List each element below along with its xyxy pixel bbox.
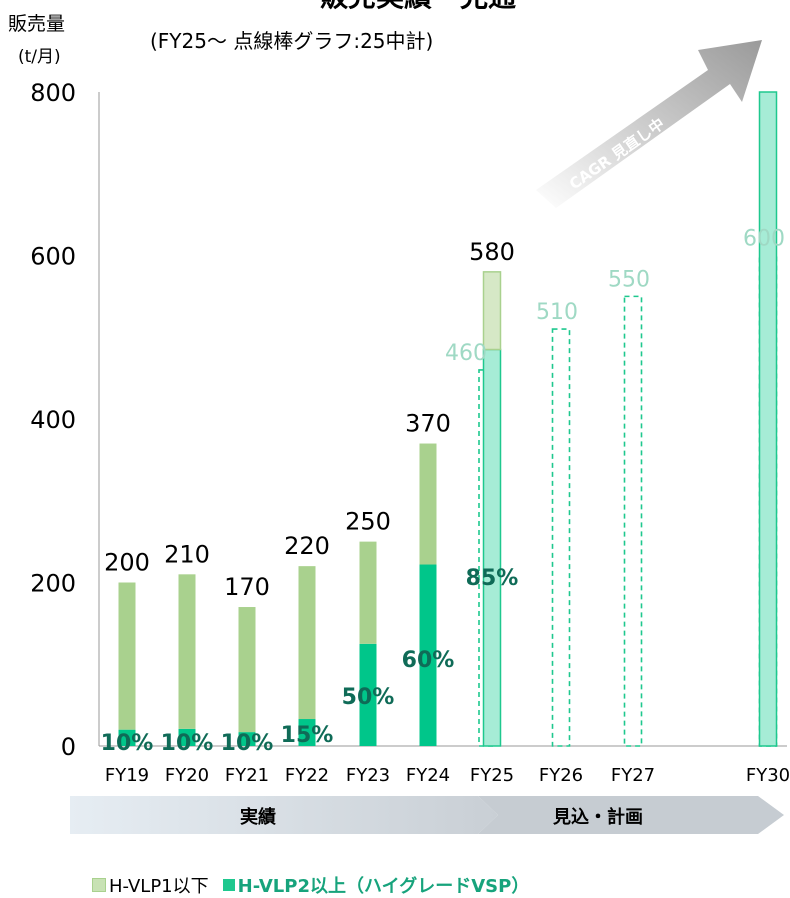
share-label-fy23: 50%	[342, 685, 395, 710]
y-tick-label: 800	[30, 79, 76, 107]
y-tick-label: 600	[30, 243, 76, 271]
bar-high-fy21	[238, 732, 256, 746]
bar-high-fy24	[419, 564, 437, 746]
plan-label-fy25: 460	[445, 341, 487, 366]
bar-low-fy19	[118, 582, 136, 730]
plan-bar-fy26	[551, 328, 571, 747]
legend-label-low: H-VLP1以下	[109, 876, 209, 897]
phase-actual-arrow	[70, 796, 498, 834]
total-label-fy19: 200	[104, 549, 150, 577]
share-label-fy21: 10%	[221, 731, 274, 756]
bar-low-fy25	[482, 271, 502, 351]
phase-plan-label: 見込・計画	[552, 806, 643, 828]
total-label-fy23: 250	[345, 508, 391, 536]
share-label-fy22: 15%	[281, 723, 334, 748]
x-tick-label: FY26	[539, 765, 583, 786]
x-tick-label: FY19	[105, 765, 149, 786]
y-tick-label: 0	[61, 733, 76, 761]
bar-low-fy20	[178, 574, 196, 729]
total-label-fy21: 170	[224, 573, 270, 601]
bar-low-fy21	[238, 607, 256, 733]
total-label-fy22: 220	[284, 532, 330, 560]
legend: H-VLP1以下 H-VLP2以上（ハイグレードVSP）	[92, 872, 529, 898]
total-label-fy20: 210	[164, 540, 210, 568]
cagr-arrow-shape	[536, 40, 762, 208]
bar-low-fy22	[298, 566, 316, 720]
bar-low-fy23	[359, 541, 377, 644]
y-tick-label: 400	[30, 406, 76, 434]
x-tick-label: FY30	[746, 765, 790, 786]
bar-high-fy30	[758, 91, 778, 747]
bar-high-fy25	[482, 348, 502, 747]
bar-high-fy20	[178, 728, 196, 746]
x-axis-labels: FY19 FY20 FY21 FY22 FY23 FY24 FY25 FY26 FY27 FY30	[105, 765, 790, 786]
x-tick-label: FY22	[285, 765, 329, 786]
chart-subtitle: (FY25～ 点線棒グラフ:25中計)	[150, 29, 433, 53]
total-label-fy25: 580	[469, 238, 515, 266]
plan-label-fy30: 600	[743, 227, 785, 252]
phase-band: 実績 見込・計画	[70, 796, 784, 834]
bar-high-fy19	[118, 729, 136, 746]
bar-high-fy22	[298, 719, 316, 746]
legend-label-high: H-VLP2以上（ハイグレードVSP）	[237, 876, 530, 897]
cagr-arrow: CAGR 見直し中	[536, 40, 762, 208]
plan-bar-fy27	[623, 295, 643, 747]
plan-label-fy26: 510	[536, 300, 578, 325]
legend-swatch-low	[92, 878, 106, 892]
x-tick-label: FY21	[225, 765, 269, 786]
legend-swatch-high	[222, 879, 235, 891]
share-label-fy25: 85%	[466, 566, 519, 591]
plan-label-fy27: 550	[608, 267, 650, 292]
chart-title: 販売実績・見通	[320, 0, 516, 13]
y-axis-ticks: 0 200 400 600 800	[30, 79, 76, 761]
share-label-fy20: 10%	[161, 731, 214, 756]
share-label-fy24: 60%	[402, 648, 455, 673]
bars: 200 10% 210 10% 170 10% 220 15% 250 50% 370 60% 580 4…	[101, 91, 785, 756]
x-tick-label: FY27	[611, 765, 655, 786]
share-label-fy19: 10%	[101, 731, 154, 756]
cagr-arrow-label: CAGR 見直し中	[566, 114, 668, 193]
y-axis-label: 販売量	[8, 13, 65, 35]
bar-high-fy23	[359, 643, 377, 746]
x-tick-label: FY23	[346, 765, 390, 786]
plan-bar-fy25	[478, 369, 497, 747]
phase-plan-arrow	[478, 796, 784, 834]
total-label-fy24: 370	[405, 410, 451, 438]
y-axis-unit: (t/月)	[18, 47, 61, 67]
phase-actual-label: 実績	[240, 806, 276, 828]
x-tick-label: FY25	[470, 765, 514, 786]
x-tick-label: FY20	[165, 765, 209, 786]
y-tick-label: 200	[30, 570, 76, 598]
bar-low-fy24	[419, 443, 437, 565]
x-tick-label: FY24	[406, 765, 450, 786]
